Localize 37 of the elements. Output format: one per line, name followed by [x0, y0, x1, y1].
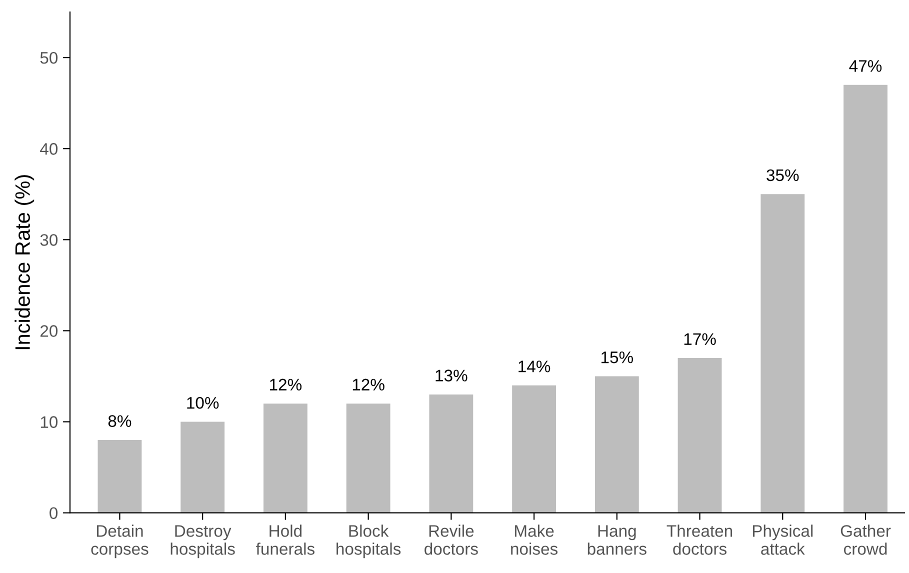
- bar: [512, 385, 556, 513]
- bar: [760, 194, 805, 513]
- data-label: 47%: [849, 60, 882, 72]
- data-label: 10%: [187, 396, 219, 409]
- bar: [180, 422, 225, 513]
- y-axis-title: Incidence Rate (%): [14, 175, 34, 350]
- y-tick-label: 40: [40, 143, 58, 155]
- bar: [98, 440, 142, 513]
- data-label: 12%: [270, 378, 302, 390]
- bar: [594, 376, 639, 513]
- y-tick-label: 0: [50, 507, 58, 520]
- bar: [263, 404, 308, 513]
- y-tick-label: 30: [40, 234, 58, 246]
- bar: [678, 358, 722, 513]
- x-tick-label: Physical attack: [752, 524, 813, 555]
- x-tick-label: Destroy hospitals: [170, 525, 235, 558]
- data-label: 35%: [766, 169, 799, 182]
- x-tick-label: Threaten doctors: [666, 524, 732, 555]
- y-tick-label: 50: [40, 52, 58, 64]
- bar: [429, 394, 474, 513]
- bar: [844, 84, 888, 513]
- data-label: 17%: [684, 333, 716, 345]
- data-label: 14%: [518, 360, 550, 372]
- bar: [346, 404, 390, 513]
- y-tick-label: 20: [40, 325, 58, 337]
- data-label: 15%: [602, 352, 633, 364]
- data-label: 8%: [108, 415, 132, 427]
- x-tick-label: Gather crowd: [840, 524, 891, 555]
- y-tick-label: 10: [40, 416, 58, 428]
- x-tick-label: Detain corpses: [91, 524, 148, 558]
- x-tick-label: Hang banners: [588, 525, 646, 555]
- x-tick-label: Block hospitals: [336, 524, 401, 558]
- data-label: 12%: [352, 378, 384, 390]
- x-tick-label: Make noises: [511, 524, 558, 555]
- data-label: 13%: [436, 370, 468, 382]
- x-tick-label: Revile doctors: [424, 524, 478, 555]
- x-tick-label: Hold funerals: [256, 524, 314, 555]
